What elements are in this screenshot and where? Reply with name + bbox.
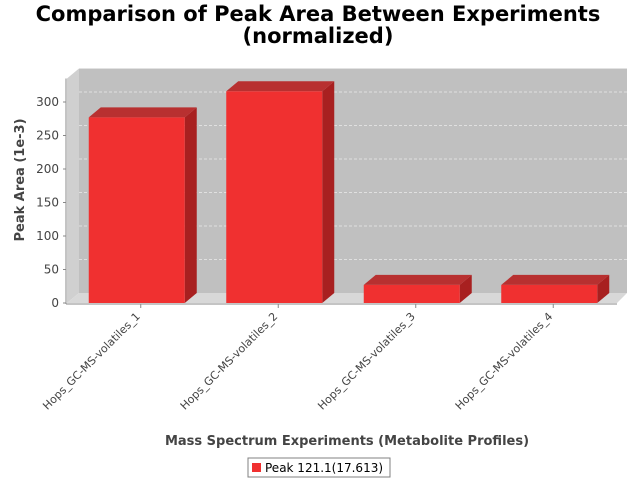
- bar: [88, 107, 197, 303]
- bar-side: [184, 107, 197, 303]
- x-tick-label: Hops_GC-MS-volatiles_2: [178, 310, 281, 413]
- y-tick-label: 200: [36, 162, 59, 176]
- bar-top: [501, 274, 610, 285]
- chart-title-line1: Comparison of Peak Area Between Experime…: [36, 2, 601, 26]
- y-axis-ticks: 0 50 100 150 200 250 300: [36, 95, 66, 310]
- x-axis-title: Mass Spectrum Experiments (Metabolite Pr…: [165, 434, 529, 449]
- y-tick-label: 50: [44, 263, 59, 277]
- bars: [88, 81, 610, 303]
- plot-left-wall: [67, 68, 79, 303]
- x-axis-category-labels: Hops_GC-MS-volatiles_1 Hops_GC-MS-volatil…: [40, 304, 555, 412]
- y-tick-label: 300: [36, 95, 59, 109]
- bar-top: [363, 274, 472, 285]
- bar-front: [88, 117, 185, 303]
- bar: [363, 274, 472, 303]
- legend-swatch: [252, 463, 261, 472]
- y-tick-label: 100: [36, 229, 59, 243]
- bar: [501, 274, 610, 303]
- bar-top: [226, 81, 335, 92]
- bar: [226, 81, 335, 303]
- chart-title-line2: (normalized): [243, 24, 394, 48]
- x-tick-label: Hops_GC-MS-volatiles_1: [40, 310, 143, 413]
- plot-floor: [67, 293, 627, 303]
- y-axis-title: Peak Area (1e-3): [13, 118, 28, 241]
- y-tick-label: 150: [36, 196, 59, 210]
- legend: Peak 121.1(17.613): [247, 457, 391, 478]
- bar-front: [501, 284, 598, 303]
- y-tick-label: 250: [36, 129, 59, 143]
- x-tick-label: Hops_GC-MS-volatiles_4: [453, 310, 556, 413]
- bar-side: [597, 274, 610, 303]
- legend-series-label: Peak 121.1(17.613): [265, 461, 383, 475]
- bar-side: [459, 274, 472, 303]
- bar-front: [363, 284, 460, 303]
- bar-top: [88, 107, 197, 118]
- bar-front: [226, 91, 323, 303]
- x-tick-label: Hops_GC-MS-volatiles_3: [315, 310, 418, 413]
- legend-box: [247, 457, 391, 478]
- bar-side: [322, 81, 335, 303]
- y-tick-label: 0: [51, 296, 59, 310]
